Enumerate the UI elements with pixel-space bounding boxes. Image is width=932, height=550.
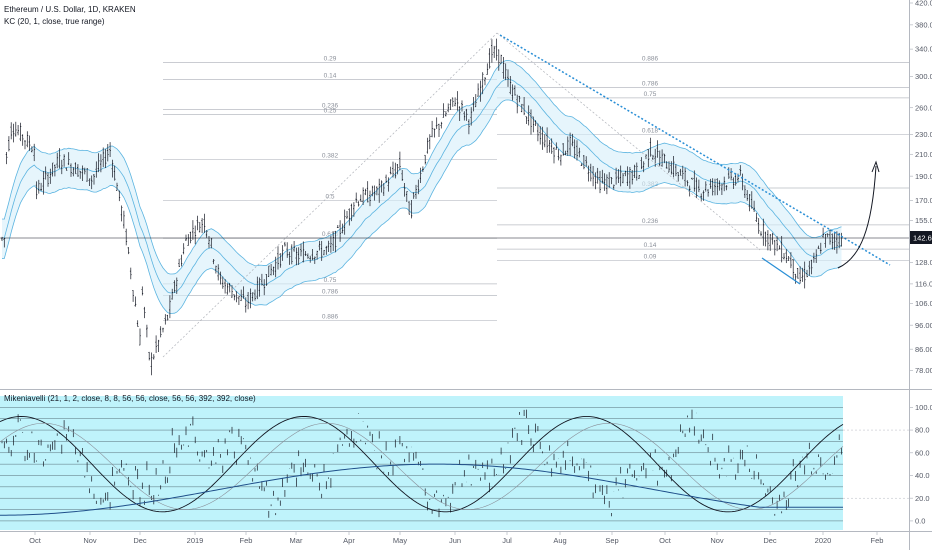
time-tick-label: Apr bbox=[343, 536, 355, 545]
fib-level-label: 0.382 bbox=[322, 153, 339, 160]
price-tick-label: 170.00 bbox=[915, 196, 932, 205]
fib-level-label: 0.29 bbox=[324, 55, 337, 62]
fib-level-label: 0.75 bbox=[644, 91, 657, 98]
time-axis[interactable]: Oct Nov Dec 2019 Feb Mar Apr May Jun Jul Aug Sep Oct… bbox=[0, 531, 932, 545]
price-tick-label: 116.00 bbox=[915, 279, 932, 288]
chart-title: Ethereum / U.S. Dollar, 1D, KRAKEN bbox=[4, 5, 136, 14]
fib-level-label: 0.236 bbox=[642, 218, 659, 225]
osc-tick-label: 60.0 bbox=[915, 448, 930, 457]
fib-level-label: 0.25 bbox=[324, 108, 337, 115]
price-tick-label: 300.00 bbox=[915, 72, 932, 81]
candlestick-series bbox=[1, 38, 843, 376]
price-tick-label: 340.00 bbox=[915, 45, 932, 54]
osc-tick-label: 40.0 bbox=[915, 471, 930, 480]
price-axis[interactable]: 78.0086.0096.00106.00116.00128.00142.001… bbox=[909, 0, 932, 550]
osc-tick-label: 20.0 bbox=[915, 494, 930, 503]
fib-level-label: 0.14 bbox=[324, 72, 337, 79]
last-price-marker bbox=[910, 231, 932, 244]
time-tick-label: Jul bbox=[502, 536, 512, 545]
price-pane[interactable]: 0.290.140.2360.250.3820.50.6180.750.7860… bbox=[0, 0, 909, 388]
price-tick-label: 78.00 bbox=[915, 366, 932, 375]
price-tick-label: 260.00 bbox=[915, 103, 932, 112]
time-tick-label: Feb bbox=[240, 536, 253, 545]
fib-level-label: 0.786 bbox=[322, 288, 339, 295]
keltner-lower-band bbox=[1, 99, 842, 314]
price-tick-label: 380.00 bbox=[915, 20, 932, 29]
fib-level-label: 0.886 bbox=[322, 314, 339, 321]
projection-arrowhead bbox=[871, 160, 880, 173]
time-tick-label: Jun bbox=[449, 536, 461, 545]
fib-level-label: 0.5 bbox=[325, 193, 334, 200]
price-tick-label: 230.00 bbox=[915, 130, 932, 139]
time-tick-label: 2019 bbox=[187, 536, 204, 545]
price-tick-label: 128.00 bbox=[915, 258, 932, 267]
time-tick-label: Feb bbox=[871, 536, 884, 545]
descending-trendline bbox=[499, 34, 891, 266]
price-tick-label: 155.00 bbox=[915, 216, 932, 225]
time-tick-label: Oct bbox=[29, 536, 42, 545]
price-tick-label: 190.00 bbox=[915, 172, 932, 181]
time-tick-label: Dec bbox=[133, 536, 147, 545]
time-tick-label: 2020 bbox=[815, 536, 832, 545]
fib-level-label: 0.236 bbox=[322, 102, 339, 109]
oscillator-signal-line bbox=[0, 422, 844, 510]
keltner-upper-band bbox=[1, 60, 842, 275]
price-tick-label: 106.00 bbox=[915, 299, 932, 308]
price-tick-label: 96.00 bbox=[915, 321, 932, 330]
keltner-basis bbox=[1, 78, 842, 294]
price-tick-label: 420.00 bbox=[915, 0, 932, 8]
keltner-fill bbox=[2, 60, 842, 314]
fib-level-label: 0.886 bbox=[642, 55, 659, 62]
fib-retracement-trendline-left bbox=[162, 32, 498, 358]
price-tick-label: 210.00 bbox=[915, 150, 932, 159]
osc-tick-label: 100.0 bbox=[915, 403, 932, 412]
fib-retracement-trendline-right bbox=[496, 32, 761, 251]
fib-level-label: 0.618 bbox=[322, 231, 339, 238]
fib-level-label: 0.14 bbox=[644, 242, 657, 249]
time-tick-label: Nov bbox=[83, 536, 97, 545]
keltner-channel bbox=[1, 60, 842, 314]
time-tick-label: Nov bbox=[710, 536, 724, 545]
osc-tick-label: 80.0 bbox=[915, 426, 930, 435]
last-price-label: 142.63 bbox=[913, 234, 932, 243]
lower-wedge-line bbox=[761, 257, 801, 285]
oscillator-pane[interactable]: Mikeniavelli (21, 1, 2, close, 8, 8, 56,… bbox=[0, 390, 909, 530]
oscillator-series bbox=[0, 409, 844, 518]
time-tick-label: May bbox=[393, 536, 407, 545]
oscillator-band-fill bbox=[0, 396, 843, 530]
fib-level-label: 0.75 bbox=[324, 277, 337, 284]
time-tick-label: Aug bbox=[553, 536, 566, 545]
time-tick-label: Oct bbox=[659, 536, 672, 545]
oscillator-title: Mikeniavelli (21, 1, 2, close, 8, 8, 56,… bbox=[4, 394, 256, 403]
fib-level-label: 0.618 bbox=[642, 127, 659, 134]
oscillator-slow-line bbox=[0, 415, 844, 513]
price-tick-label: 86.00 bbox=[915, 345, 932, 354]
fib-level-label: 0.786 bbox=[642, 81, 659, 88]
indicator-label: KC (20, 1, close, true range) bbox=[4, 17, 105, 26]
fib-level-label: 0.09 bbox=[644, 254, 657, 261]
time-tick-label: Mar bbox=[290, 536, 303, 545]
projection-arrow bbox=[837, 165, 877, 269]
oscillator-long-line bbox=[0, 463, 843, 516]
drawings-layer bbox=[162, 32, 891, 358]
time-tick-label: Dec bbox=[763, 536, 777, 545]
time-tick-label: Sep bbox=[605, 536, 618, 545]
osc-tick-label: 0.0 bbox=[915, 517, 925, 526]
